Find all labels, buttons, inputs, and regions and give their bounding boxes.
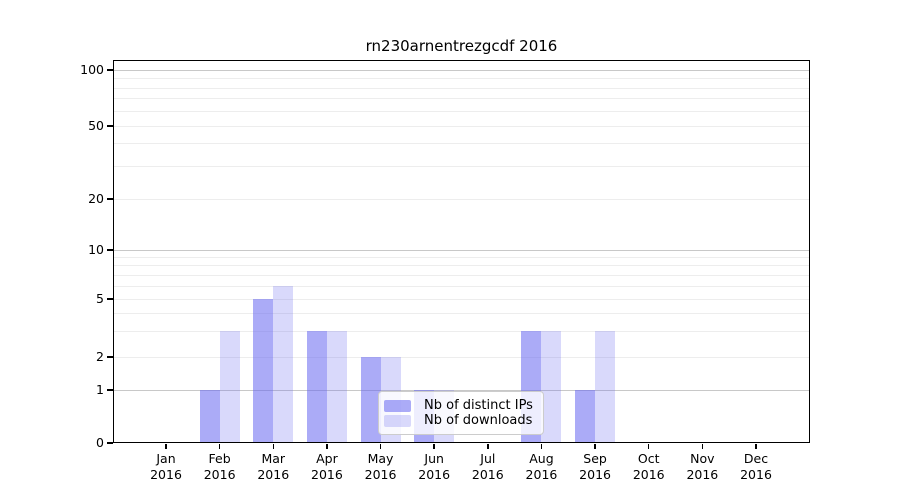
gridline-minor-5	[114, 298, 809, 300]
gridline-minor-30	[114, 166, 809, 168]
gridline-major-10	[114, 249, 809, 251]
y-tick-label-2: 2	[96, 349, 104, 364]
x-tick-jun-2016	[433, 444, 435, 449]
x-tick-jan-2016	[165, 444, 167, 449]
y-tick-label-100: 100	[80, 62, 104, 77]
x-tick-label-oct-2016: Oct 2016	[632, 451, 665, 482]
x-tick-label-dec-2016: Dec 2016	[740, 451, 772, 482]
gridline-minor-60	[114, 110, 809, 112]
y-tick-20	[107, 198, 113, 200]
x-tick-oct-2016	[648, 444, 650, 449]
x-tick-dec-2016	[755, 444, 757, 449]
gridline-major-100	[114, 69, 809, 71]
y-tick-10	[107, 249, 113, 251]
legend-label-downloads: Nb of downloads	[424, 413, 533, 428]
y-tick-1	[107, 389, 113, 391]
x-tick-nov-2016	[701, 444, 704, 449]
legend-item-distinct-ips: Nb of distinct IPs	[384, 398, 533, 413]
bar-nb-of-distinct-ips-may-2016	[360, 357, 381, 443]
x-tick-label-mar-2016: Mar 2016	[257, 451, 290, 482]
gridline-minor-7	[114, 274, 809, 276]
legend-item-downloads: Nb of downloads	[384, 413, 533, 428]
legend: Nb of distinct IPs Nb of downloads	[378, 391, 544, 435]
gridline-minor-8	[114, 265, 809, 267]
y-tick-0	[107, 442, 113, 444]
gridline-minor-2	[114, 356, 809, 358]
y-tick-5	[107, 298, 113, 300]
y-tick-2	[107, 356, 113, 358]
bar-nb-of-downloads-apr-2016	[326, 331, 347, 443]
bar-nb-of-distinct-ips-mar-2016	[253, 299, 274, 443]
x-tick-label-jun-2016: Jun 2016	[418, 451, 451, 482]
x-tick-label-may-2016: May 2016	[364, 451, 397, 482]
bar-nb-of-distinct-ips-sep-2016	[575, 390, 596, 443]
bar-nb-of-distinct-ips-feb-2016	[199, 390, 220, 443]
gridline-minor-20	[114, 198, 809, 200]
x-tick-label-jan-2016: Jan 2016	[150, 451, 182, 482]
y-tick-label-1: 1	[96, 382, 104, 397]
gridline-minor-80	[114, 87, 809, 89]
x-tick-label-feb-2016: Feb 2016	[203, 451, 236, 482]
gridline-minor-6	[114, 285, 809, 287]
bar-nb-of-downloads-aug-2016	[541, 331, 562, 443]
plot-area-border	[113, 60, 810, 443]
x-tick-mar-2016	[272, 444, 274, 449]
legend-swatch-distinct-ips	[384, 399, 411, 412]
x-tick-feb-2016	[218, 444, 221, 449]
gridline-minor-40	[114, 143, 809, 145]
gridline-minor-50	[114, 125, 809, 127]
x-tick-label-apr-2016: Apr 2016	[311, 451, 343, 482]
x-tick-sep-2016	[594, 444, 596, 449]
gridline-minor-90	[114, 78, 809, 79]
y-tick-50	[107, 125, 113, 127]
legend-swatch-downloads	[384, 414, 411, 427]
chart-title: rn230arnentrezgcdf 2016	[365, 37, 558, 55]
x-tick-aug-2016	[540, 444, 543, 449]
gridline-minor-70	[114, 98, 809, 100]
x-tick-label-nov-2016: Nov 2016	[686, 451, 719, 482]
y-tick-label-50: 50	[88, 118, 104, 133]
y-tick-label-0: 0	[96, 435, 104, 450]
bar-nb-of-downloads-feb-2016	[219, 331, 240, 443]
gridline-minor-9	[114, 256, 809, 258]
x-tick-label-aug-2016: Aug 2016	[525, 451, 558, 482]
y-tick-label-10: 10	[88, 242, 104, 257]
legend-label-distinct-ips: Nb of distinct IPs	[424, 398, 533, 413]
gridline-minor-4	[114, 312, 809, 314]
x-tick-apr-2016	[326, 444, 328, 449]
gridline-major-1	[114, 389, 809, 391]
bar-nb-of-downloads-mar-2016	[273, 286, 294, 443]
y-tick-label-5: 5	[96, 291, 104, 306]
x-tick-may-2016	[379, 444, 382, 449]
bar-nb-of-distinct-ips-apr-2016	[306, 331, 327, 443]
y-tick-100	[107, 69, 113, 71]
x-tick-label-sep-2016: Sep 2016	[579, 451, 611, 482]
bar-nb-of-downloads-sep-2016	[595, 331, 616, 443]
x-tick-label-jul-2016: Jul 2016	[471, 451, 504, 482]
gridline-minor-3	[114, 330, 809, 332]
x-tick-jul-2016	[487, 444, 489, 449]
y-tick-label-20: 20	[88, 191, 104, 206]
